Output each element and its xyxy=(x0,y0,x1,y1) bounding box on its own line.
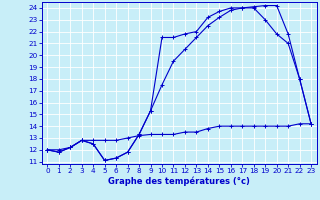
X-axis label: Graphe des températures (°c): Graphe des températures (°c) xyxy=(108,176,250,186)
